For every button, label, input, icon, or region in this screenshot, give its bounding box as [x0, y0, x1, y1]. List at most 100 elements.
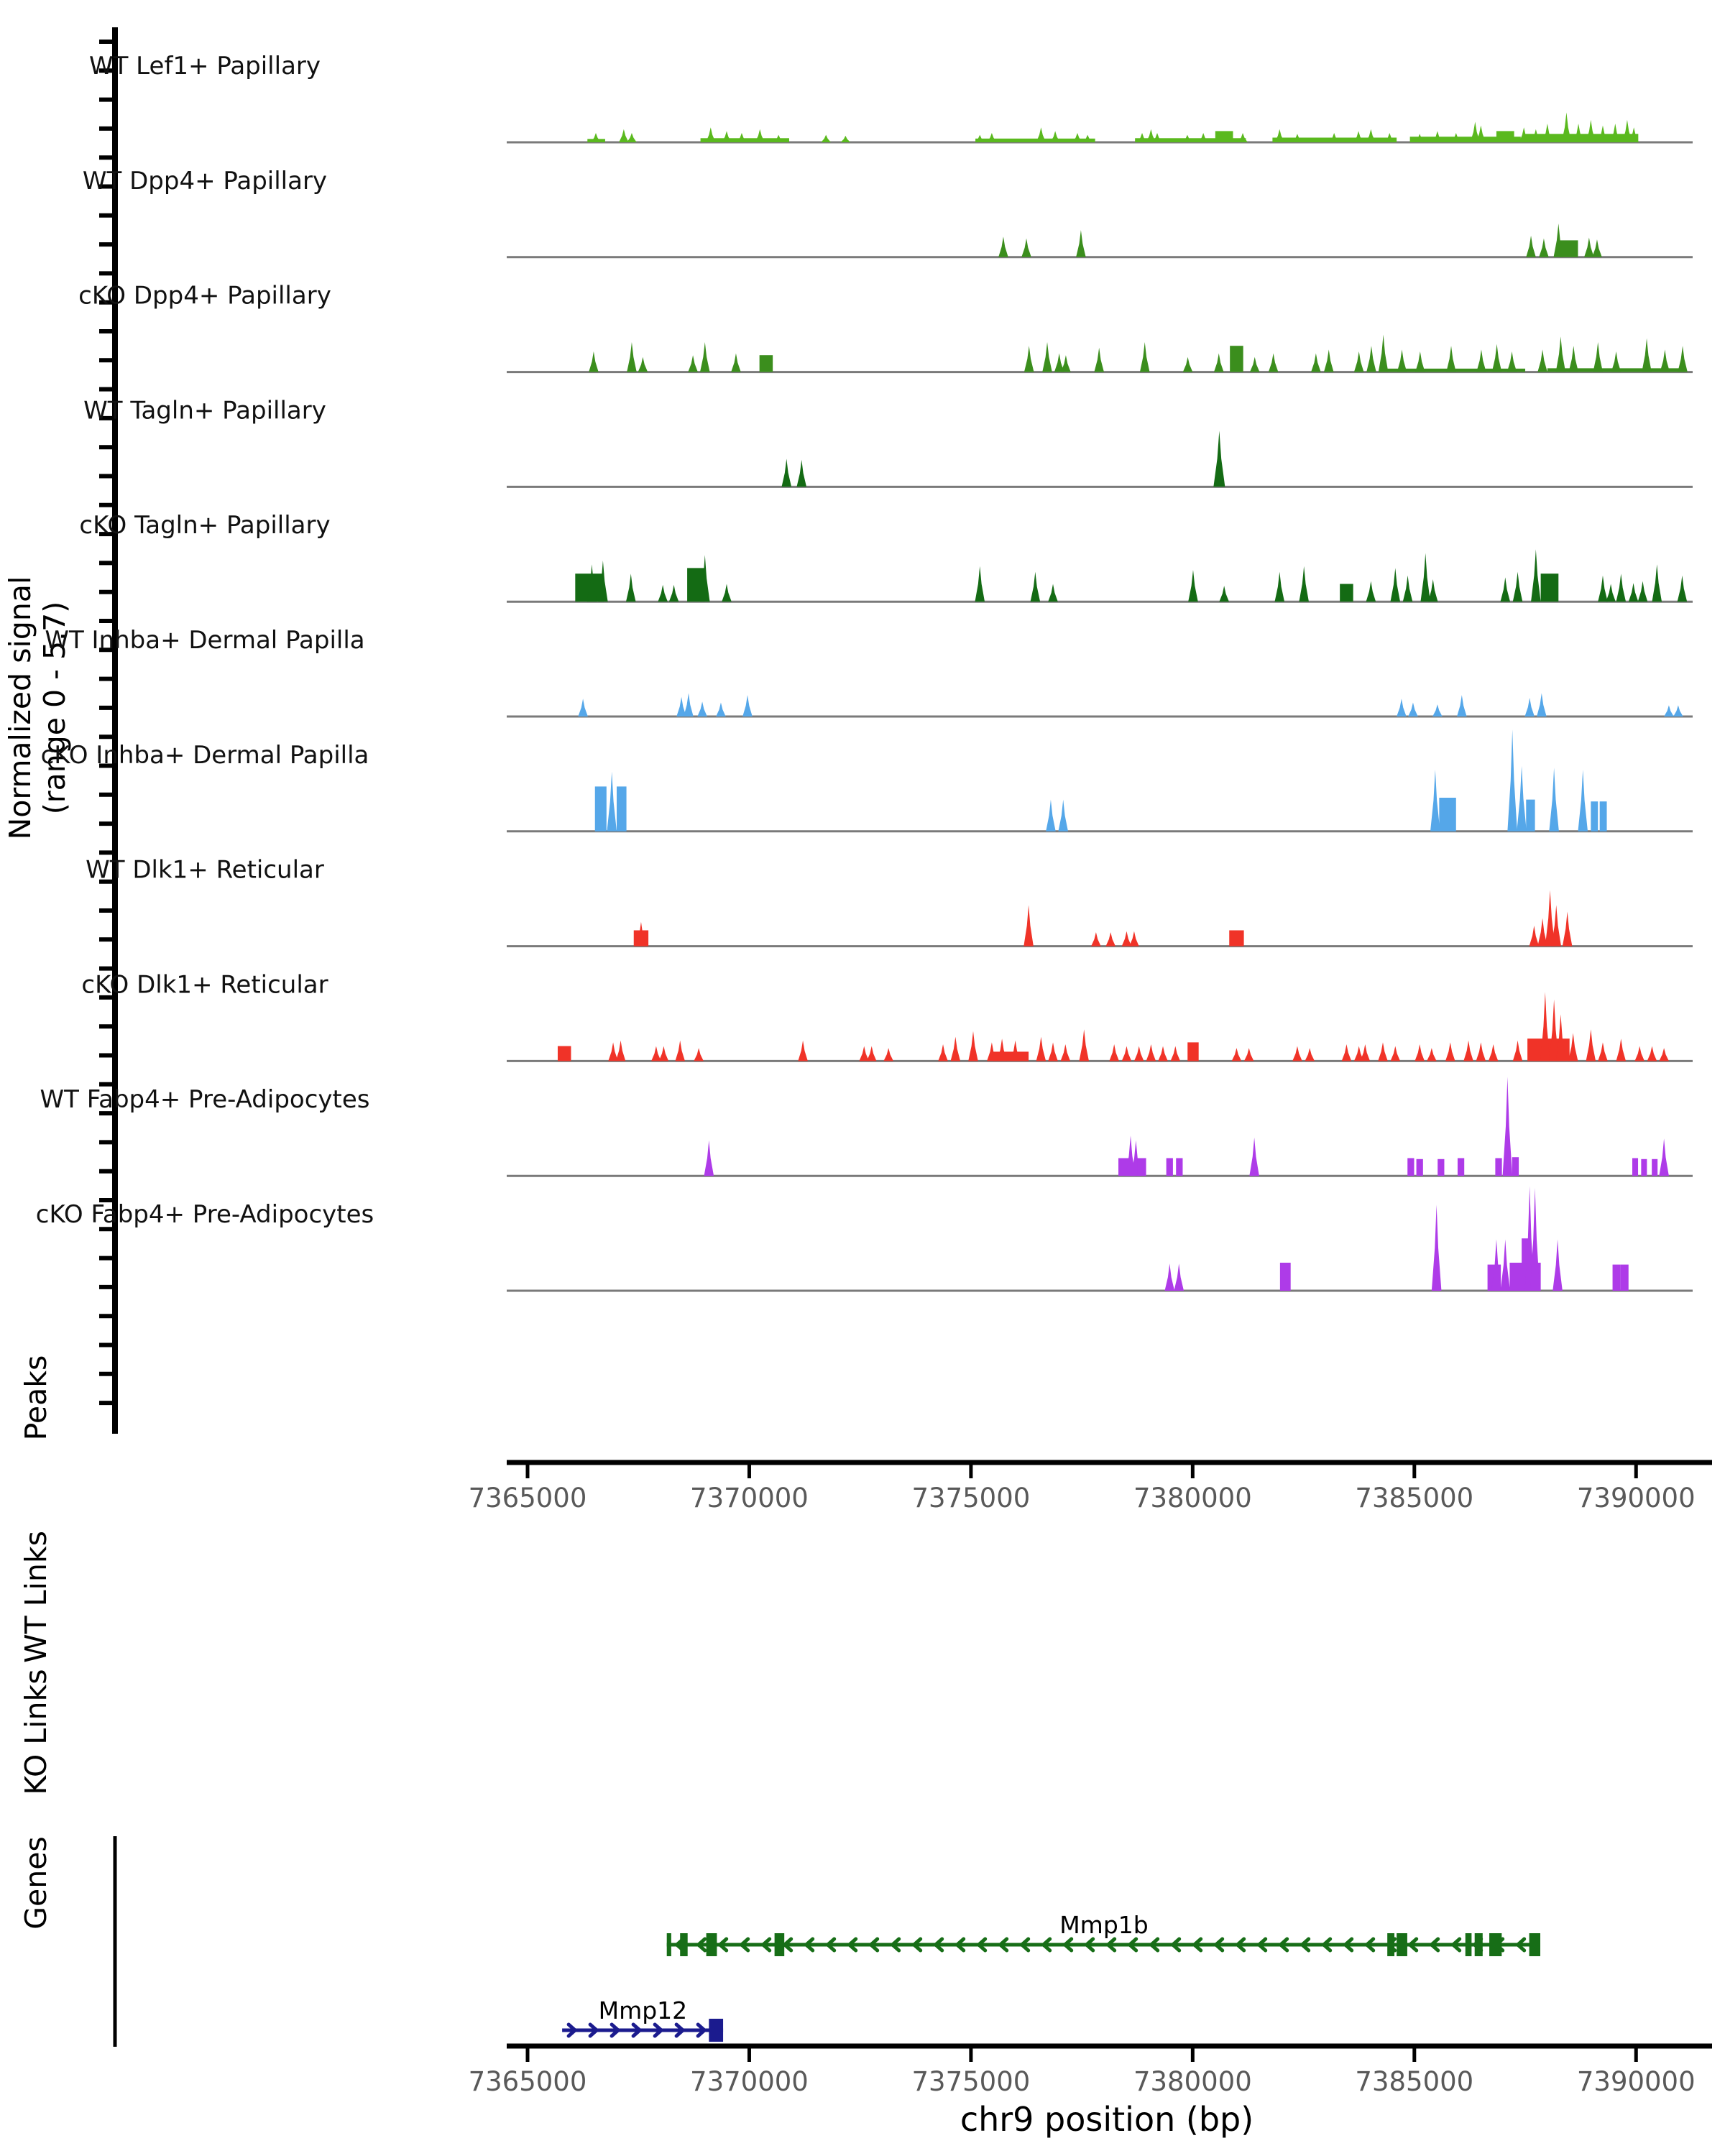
signal-peak-spike: [1329, 133, 1339, 142]
signal-peak-block: [1591, 801, 1598, 831]
signal-peak-spike: [1598, 125, 1608, 142]
signal-peak-spike: [1268, 353, 1279, 372]
signal-peak-spike: [1470, 121, 1481, 142]
signal-peak-spike: [1512, 571, 1523, 602]
signal-peak-spike: [1341, 1044, 1352, 1061]
signal-peak-spike: [1146, 129, 1156, 142]
track-label: cKO Fabp4+ Pre-Adipocytes: [36, 1200, 374, 1229]
signal-peak-spike: [1213, 430, 1225, 487]
signal-peak-spike: [781, 459, 792, 487]
signal-peak-spike: [1524, 698, 1535, 717]
signal-peak-spike: [1531, 129, 1541, 142]
signal-peak-spike: [1152, 133, 1162, 142]
peaks-axis-tick-label: 7365000: [469, 1483, 587, 1514]
signal-track-9: cKO Dlk1+ Reticular: [81, 970, 1693, 1062]
peaks-axis-tick-label: 7390000: [1577, 1483, 1696, 1514]
signal-peak-spike: [1593, 342, 1603, 372]
section-label-genes: Genes: [19, 1836, 53, 1930]
signal-peak-spike: [1552, 1239, 1563, 1291]
signal-peak-block: [1340, 584, 1353, 602]
strand-arrow-icon: [847, 1937, 858, 1953]
signal-peak-spike: [798, 1040, 808, 1061]
signal-peak-spike: [722, 584, 732, 602]
signal-peak-spike: [699, 342, 710, 372]
section-label-wt-links: WT Links: [19, 1531, 53, 1663]
signal-peak-spike: [1573, 124, 1583, 142]
exon-rect: [1387, 1933, 1395, 1956]
y-axis-spine: [99, 27, 118, 1434]
signal-peak-spike: [1353, 1046, 1364, 1061]
signal-peak-spike: [638, 356, 648, 372]
signal-peak-spike: [1231, 1048, 1242, 1061]
signal-peak-spike: [1549, 999, 1559, 1061]
signal-peak-spike: [619, 129, 629, 142]
signal-peak-spike: [1378, 334, 1389, 372]
signal-peak-spike: [1042, 342, 1052, 372]
gene-label: Mmp12: [599, 1996, 688, 2024]
strand-arrow-icon: [1171, 1937, 1182, 1953]
strand-arrow-icon: [1128, 1937, 1138, 1953]
signal-peak-spike: [668, 584, 679, 602]
genome-position-axis: 7365000 7370000 7375000 7380000 7385000 73900…: [469, 2043, 1712, 2097]
signal-peak-spike: [866, 1046, 877, 1061]
signal-peak-spike: [1463, 1040, 1473, 1061]
strand-arrow-icon: [1279, 1937, 1289, 1953]
signal-peak-spike: [1500, 577, 1511, 602]
signal-peak-spike: [608, 1042, 618, 1061]
signal-peak-spike: [1476, 1042, 1486, 1061]
signal-peak-spike: [1188, 570, 1198, 602]
signal-track-3: cKO Dpp4+ Papillary: [78, 282, 1693, 374]
signal-peak-spike: [1299, 566, 1309, 602]
signal-peak-block: [1612, 1264, 1621, 1291]
signal-peak-spike: [1622, 119, 1632, 142]
signal-peak-spike: [1537, 918, 1547, 946]
strand-arrow-icon: [1300, 1937, 1311, 1953]
signal-peak-spike: [1491, 1239, 1501, 1291]
signal-peak-spike: [859, 1046, 870, 1061]
signal-peak-spike: [1292, 134, 1302, 142]
strand-arrow-icon: [998, 1937, 1009, 1953]
exon-rect: [1474, 1933, 1483, 1956]
signal-peak-spike: [1198, 133, 1208, 142]
track-label: WT Lef1+ Papillary: [89, 52, 321, 80]
signal-peak-spike: [1397, 699, 1407, 717]
strand-arrow-icon: [1236, 1937, 1246, 1953]
strand-arrow-icon: [1516, 1937, 1527, 1953]
signal-peak-spike: [1555, 1014, 1566, 1061]
peaks-axis-tick-label: 7380000: [1133, 1483, 1252, 1514]
strand-arrow-icon: [869, 1937, 880, 1953]
signal-peak-spike: [821, 134, 831, 142]
signal-peak-spike: [773, 134, 783, 142]
exon-rect: [1397, 1933, 1407, 1956]
signal-peak-spike: [1598, 575, 1608, 602]
signal-peak-spike: [1292, 1046, 1302, 1061]
signal-peak-spike: [1164, 1263, 1175, 1291]
signal-peak-spike: [1476, 349, 1486, 372]
signal-peak-spike: [1519, 127, 1529, 142]
signal-peak-block: [1416, 1158, 1423, 1176]
strand-arrow-icon: [653, 2022, 663, 2038]
track-label: cKO Dlk1+ Reticular: [81, 970, 328, 999]
signal-peak-spike: [1446, 346, 1456, 372]
signal-peak-block: [1652, 1158, 1658, 1176]
genome-axis-tick-label: 7380000: [1133, 2066, 1252, 2097]
strand-arrow-icon: [1451, 1937, 1462, 1953]
peaks-axis-tick-label: 7375000: [912, 1483, 1031, 1514]
gene-models-layer: Mmp1b Mmp12: [562, 1911, 1541, 2042]
signal-peak-spike: [1506, 351, 1517, 372]
signal-peak-spike: [1030, 571, 1041, 602]
signal-peak-spike: [1476, 125, 1486, 142]
strand-arrow-icon: [804, 1937, 815, 1953]
signal-peak-spike: [1545, 890, 1555, 946]
signal-peak-spike: [1500, 1239, 1511, 1291]
signal-peak-spike: [1091, 932, 1101, 946]
signal-peak-spike: [755, 129, 765, 142]
signal-peak-spike: [987, 133, 997, 142]
signal-peak-spike: [1526, 235, 1536, 257]
signal-peak-spike: [1512, 1040, 1523, 1061]
strand-arrow-icon: [934, 1937, 944, 1953]
track-label: cKO Tagln+ Papillary: [79, 511, 330, 540]
signal-peak-spike: [591, 133, 601, 142]
signal-peak-spike: [1578, 770, 1588, 831]
